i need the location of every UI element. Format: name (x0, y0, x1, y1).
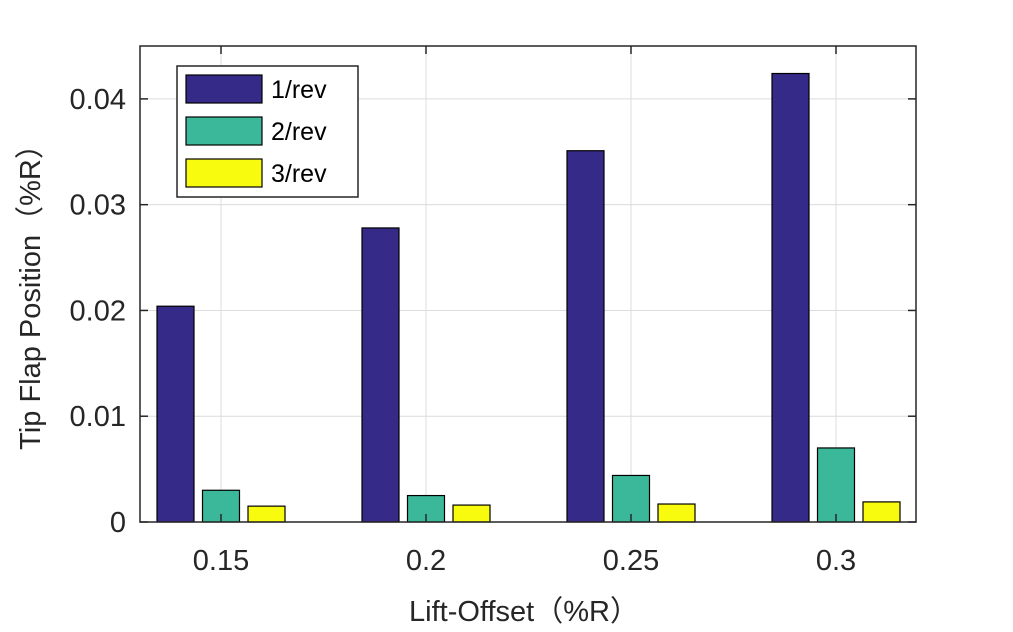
x-tick-label: 0.25 (603, 545, 659, 577)
y-tick-label: 0 (110, 507, 126, 539)
legend: 1/rev 2/rev 3/rev (176, 65, 359, 198)
legend-swatch (185, 74, 263, 104)
bar-1-per-rev-0.15 (156, 305, 195, 523)
bar-3-per-rev-0.3 (862, 501, 901, 523)
bars (156, 72, 901, 523)
tick-marks (140, 46, 916, 523)
plot-frame (139, 45, 917, 523)
bar-3-per-rev-0.2 (452, 504, 491, 523)
bar-3-per-rev-0.25 (657, 503, 696, 523)
x-tick-label: 0.3 (816, 545, 856, 577)
bar-1-per-rev-0.25 (566, 150, 605, 523)
y-tick-label: 0.02 (70, 295, 126, 327)
bar-1-per-rev-0.3 (771, 72, 810, 523)
y-tick-label: 0.04 (70, 84, 126, 116)
x-axis-label: Lift-Offset（%R） (409, 596, 639, 628)
bar-3-per-rev-0.15 (247, 505, 286, 523)
x-tick-label: 0.15 (193, 545, 249, 577)
legend-swatch (185, 158, 263, 188)
bar-1-per-rev-0.2 (361, 227, 400, 523)
x-tick-labels: 0.15 0.2 0.25 0.3 (193, 545, 856, 577)
y-tick-label: 0.01 (70, 401, 126, 433)
y-axis-label: Tip Flap Position（%R） (15, 130, 47, 450)
bar-2-per-rev-0.3 (816, 447, 856, 523)
legend-label: 1/rev (271, 76, 327, 104)
legend-label: 3/rev (271, 160, 327, 188)
legend-items: 1/rev 2/rev 3/rev (185, 74, 327, 188)
legend-swatch (185, 116, 263, 146)
y-tick-label: 0.03 (70, 190, 126, 222)
y-tick-labels: 0 0.01 0.02 0.03 0.04 (70, 84, 126, 539)
legend-label: 2/rev (271, 118, 327, 146)
x-tick-label: 0.2 (406, 545, 446, 577)
